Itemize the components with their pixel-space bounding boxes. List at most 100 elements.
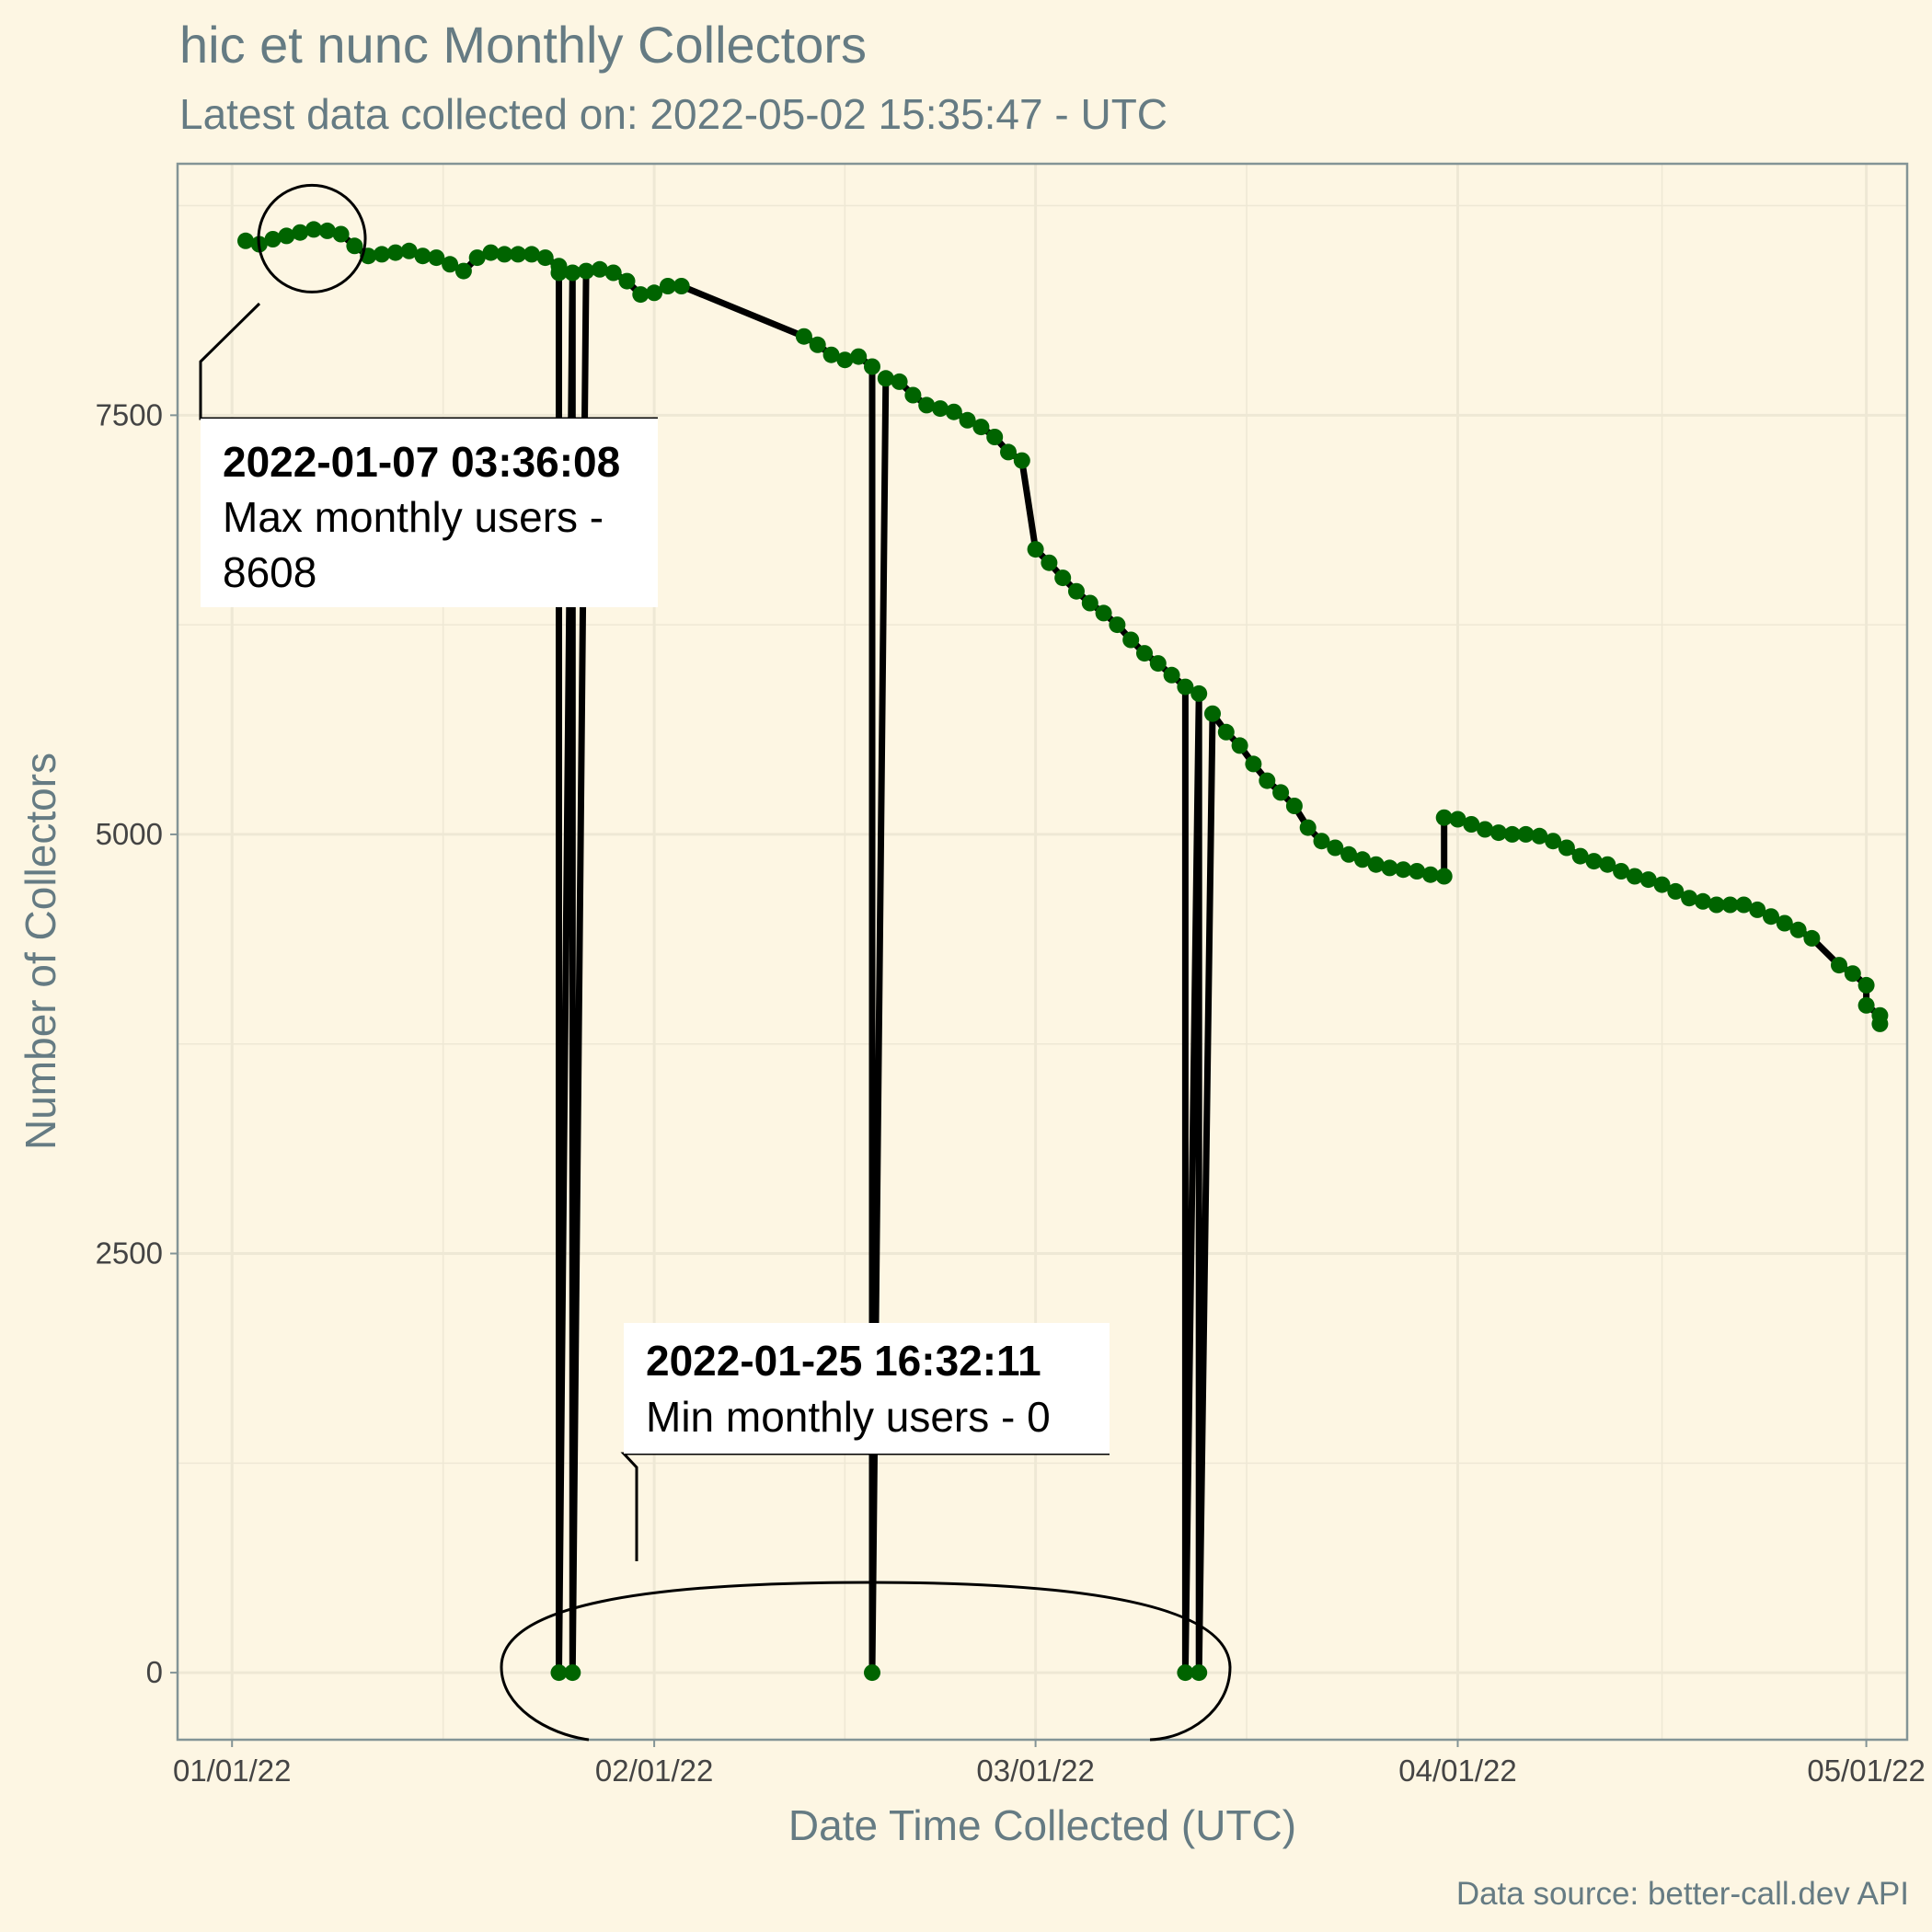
data-point	[1136, 645, 1153, 662]
data-point	[1857, 996, 1875, 1014]
data-point	[850, 348, 868, 365]
data-point	[1177, 678, 1194, 696]
data-point	[536, 249, 554, 267]
data-point	[468, 249, 486, 267]
data-point	[1068, 582, 1085, 600]
data-point	[264, 231, 282, 247]
data-point	[510, 246, 527, 263]
data-point	[877, 370, 894, 387]
data-point	[822, 346, 840, 363]
data-point	[1435, 809, 1453, 826]
data-point	[523, 246, 540, 263]
x-tick-label: 03/01/22	[976, 1754, 1094, 1788]
data-point	[1517, 825, 1535, 843]
data-point	[1163, 666, 1180, 684]
max-label-text: Max monthly users -	[223, 493, 604, 541]
data-point	[1177, 1664, 1194, 1682]
data-point	[564, 264, 581, 282]
data-point	[550, 1664, 568, 1682]
data-point	[918, 397, 936, 414]
data-point	[1190, 684, 1208, 702]
min-label-text: Min monthly users - 0	[646, 1393, 1051, 1441]
data-point	[1776, 914, 1793, 932]
data-point	[673, 278, 690, 294]
data-point	[1081, 594, 1098, 612]
data-point	[1381, 859, 1398, 877]
data-point	[1109, 616, 1126, 634]
data-point	[1217, 723, 1235, 741]
data-point	[482, 244, 500, 261]
data-point	[864, 1664, 880, 1682]
data-point	[305, 221, 322, 238]
chart-subtitle: Latest data collected on: 2022-05-02 15:…	[179, 90, 1167, 138]
data-point	[932, 400, 949, 418]
data-point	[1545, 833, 1562, 850]
y-tick-label: 2500	[96, 1236, 163, 1271]
data-point	[904, 386, 922, 404]
data-point	[1489, 824, 1507, 842]
y-tick-label: 0	[146, 1655, 163, 1689]
data-point	[1204, 705, 1221, 722]
data-point	[1626, 868, 1643, 885]
data-point	[1667, 882, 1685, 900]
x-axis-title: Date Time Collected (UTC)	[788, 1801, 1296, 1849]
data-point	[1803, 929, 1821, 947]
data-point	[632, 286, 650, 304]
min-highlight-ellipse	[500, 1581, 1232, 1742]
data-point	[1027, 541, 1044, 558]
data-point	[1149, 655, 1167, 673]
x-tick-label: 04/01/22	[1398, 1754, 1516, 1788]
data-point	[414, 247, 431, 265]
min-label-box	[624, 1323, 1110, 1454]
data-point	[795, 328, 812, 345]
data-point	[1708, 896, 1725, 914]
data-point	[864, 358, 880, 375]
data-point	[1245, 755, 1262, 773]
x-tick-label: 02/01/22	[595, 1754, 713, 1788]
annotations: 2022-01-07 03:36:08 Max monthly users - 86…	[199, 183, 1232, 1742]
data-point	[1409, 863, 1426, 880]
data-point	[591, 260, 608, 278]
data-point	[1844, 965, 1861, 983]
data-point	[237, 232, 254, 249]
data-point	[1695, 892, 1711, 910]
data-point	[1871, 1015, 1889, 1032]
data-point	[1340, 845, 1358, 863]
data-point	[604, 264, 622, 282]
data-point	[1503, 825, 1521, 843]
data-point	[1190, 1664, 1208, 1682]
data-point	[1571, 847, 1589, 865]
grid	[178, 164, 1907, 1740]
data-point	[959, 411, 976, 429]
data-point	[278, 227, 295, 245]
data-point	[1435, 868, 1453, 885]
data-point	[1531, 827, 1548, 845]
data-point	[618, 272, 636, 290]
data-point	[318, 222, 336, 239]
data-point	[1463, 816, 1480, 833]
data-point	[1122, 631, 1140, 649]
data-point	[659, 278, 676, 294]
series-points	[237, 221, 1889, 1682]
data-point	[1272, 784, 1290, 801]
data-point	[1477, 821, 1494, 838]
plot-panel-border	[176, 162, 1909, 1742]
data-point	[1763, 908, 1779, 926]
data-point	[646, 284, 663, 302]
data-point	[1353, 851, 1371, 868]
data-point	[1395, 861, 1412, 879]
data-point	[1585, 853, 1603, 870]
max-label-box	[201, 419, 658, 607]
data-point	[386, 244, 404, 261]
data-point	[1639, 871, 1657, 889]
max-label-title: 2022-01-07 03:36:08	[223, 438, 620, 486]
y-axis-title: Number of Collectors	[17, 753, 64, 1150]
data-point	[1449, 811, 1466, 828]
data-point	[400, 242, 418, 259]
x-tick-label: 05/01/22	[1807, 1754, 1925, 1788]
data-point	[1613, 863, 1630, 880]
data-point	[1013, 452, 1030, 469]
data-point	[578, 262, 595, 280]
data-point	[1681, 890, 1698, 907]
data-point	[332, 225, 350, 243]
